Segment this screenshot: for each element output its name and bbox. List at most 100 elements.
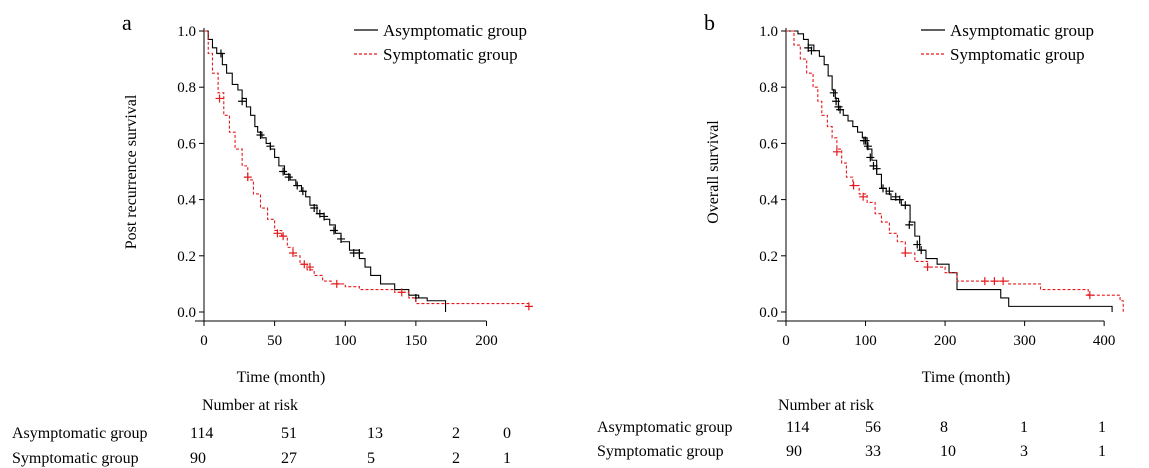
risk-value-a: 2 [452, 425, 460, 442]
risk-value-a: 2 [452, 450, 460, 467]
y-axis-label-a: Post recurrence survival [123, 94, 140, 249]
censor-mark-asymptomatic-b [807, 46, 816, 55]
risk-table-a: Number at risk Asymptomatic group Sympto… [12, 397, 511, 467]
legend-label-symptomatic-b: Symptomatic group [950, 45, 1085, 64]
risk-value-a: 114 [190, 425, 213, 442]
legend-label-symptomatic-a: Symptomatic group [383, 45, 518, 64]
risk-value-a: 51 [281, 425, 297, 442]
risk-value-a: 27 [281, 450, 297, 467]
censor-mark-asymptomatic-b [832, 97, 841, 106]
risk-title-a: Number at risk [202, 397, 298, 414]
y-axis-label-b: Overall survival [705, 120, 722, 224]
y-tick-label-b: 0.6 [759, 136, 778, 152]
legend-label-asymptomatic-b: Asymptomatic group [950, 21, 1094, 40]
y-tick-label-a: 0.8 [177, 80, 196, 96]
axes-b [777, 28, 1105, 322]
axes-a [195, 28, 487, 322]
survival-curve-symptomatic-a [204, 30, 530, 307]
censor-mark-asymptomatic-a [266, 142, 275, 151]
censor-mark-asymptomatic-a [284, 173, 293, 182]
x-tick-label-a: 50 [267, 333, 282, 349]
risk-value-a: 0 [503, 425, 511, 442]
x-tick-label-b: 400 [1093, 333, 1116, 349]
risk-value-b: 1 [1020, 419, 1028, 436]
ticks-b: 0.0 0.2 0.4 0.6 0.8 1.0 0 100 200 300 400 [759, 24, 1115, 349]
censor-mark-asymptomatic-a [355, 248, 364, 257]
censor-mark-asymptomatic-a [216, 49, 225, 58]
censor-mark-symptomatic-b [990, 277, 999, 286]
censor-mark-symptomatic-b [849, 181, 858, 190]
censor-mark-symptomatic-a [397, 288, 406, 297]
censor-mark-symptomatic-b [923, 263, 932, 272]
legend-a: Asymptomatic group Symptomatic group [354, 21, 527, 64]
censor-mark-asymptomatic-b [879, 184, 888, 193]
risk-value-b: 1 [1098, 419, 1106, 436]
x-tick-label-a: 200 [475, 333, 498, 349]
censor-mark-symptomatic-b [859, 192, 868, 201]
censor-mark-asymptomatic-b [863, 142, 872, 151]
curves-a [204, 30, 533, 312]
risk-value-b: 1 [1098, 443, 1106, 460]
censor-mark-symptomatic-b [980, 277, 989, 286]
risk-value-a: 90 [190, 450, 206, 467]
censor-mark-asymptomatic-a [329, 226, 338, 235]
y-tick-label-b: 0.8 [759, 80, 778, 96]
survival-curve-asymptomatic-b [786, 30, 1113, 312]
censor-mark-symptomatic-a [332, 279, 341, 288]
risk-value-b: 33 [865, 443, 881, 460]
risk-value-b: 56 [865, 419, 881, 436]
censor-mark-symptomatic-b [901, 248, 910, 257]
y-tick-label-b: 0.2 [759, 249, 778, 265]
x-tick-label-a: 0 [200, 333, 208, 349]
censor-mark-symptomatic-a [215, 94, 224, 103]
risk-row-label-symptomatic-b: Symptomatic group [597, 443, 724, 460]
x-tick-label-b: 100 [854, 333, 877, 349]
survival-curve-symptomatic-b [786, 30, 1124, 312]
risk-values-b: 114 56 8 1 1 90 33 10 3 1 [786, 419, 1106, 460]
risk-value-a: 1 [503, 450, 511, 467]
censor-mark-symptomatic-b [832, 147, 841, 156]
risk-row-label-symptomatic-a: Symptomatic group [12, 450, 139, 467]
survival-curve-asymptomatic-a [204, 30, 447, 312]
risk-value-b: 114 [786, 419, 809, 436]
panel-a: a 0.00.20.40.60.81.00 50 100 150 200 Post re… [12, 10, 533, 467]
censor-mark-asymptomatic-a [320, 212, 329, 221]
x-tick-label-b: 300 [1013, 333, 1036, 349]
censor-mark-asymptomatic-a [315, 209, 324, 218]
y-tick-label-a: 0.2 [177, 249, 196, 265]
censor-mark-asymptomatic-a [238, 97, 247, 106]
risk-value-a: 5 [367, 450, 375, 467]
risk-values-a: 114 51 13 2 0 90 27 5 2 1 [190, 425, 511, 467]
y-tick-label-a: 0.4 [177, 193, 196, 209]
risk-value-b: 90 [786, 443, 802, 460]
censor-mark-symptomatic-b [999, 277, 1008, 286]
censor-mark-asymptomatic-b [829, 88, 838, 97]
censor-mark-asymptomatic-b [895, 195, 904, 204]
panel-b: b 0.0 0.2 0.4 0.6 0.8 1.0 0 100 200 300 400 Overal… [597, 10, 1124, 460]
y-tick-label-a: 1.0 [177, 24, 196, 40]
risk-value-b: 10 [940, 443, 956, 460]
censor-mark-symptomatic-a [279, 232, 288, 241]
risk-value-a: 13 [367, 425, 383, 442]
censor-mark-asymptomatic-b [901, 201, 910, 210]
censor-mark-asymptomatic-a [256, 130, 265, 139]
x-tick-label-b: 200 [934, 333, 957, 349]
censor-mark-asymptomatic-b [917, 246, 926, 255]
censor-mark-asymptomatic-b [836, 105, 845, 114]
censor-mark-symptomatic-a [305, 263, 314, 272]
y-tick-label-a: 0.6 [177, 136, 196, 152]
risk-row-label-asymptomatic-a: Asymptomatic group [12, 425, 148, 442]
risk-value-b: 3 [1020, 443, 1028, 460]
censor-mark-asymptomatic-a [293, 181, 302, 190]
censor-mark-asymptomatic-b [913, 240, 922, 249]
censor-mark-symptomatic-a [243, 173, 252, 182]
panel-letter-b: b [704, 10, 715, 35]
censor-mark-asymptomatic-a [310, 204, 319, 213]
censor-mark-asymptomatic-a [298, 187, 307, 196]
x-tick-label-b: 0 [782, 333, 790, 349]
censor-mark-asymptomatic-a [279, 167, 288, 176]
y-tick-label-b: 1.0 [759, 24, 778, 40]
legend-b: Asymptomatic group Symptomatic group [921, 21, 1094, 64]
censor-mark-symptomatic-b [1085, 291, 1094, 300]
